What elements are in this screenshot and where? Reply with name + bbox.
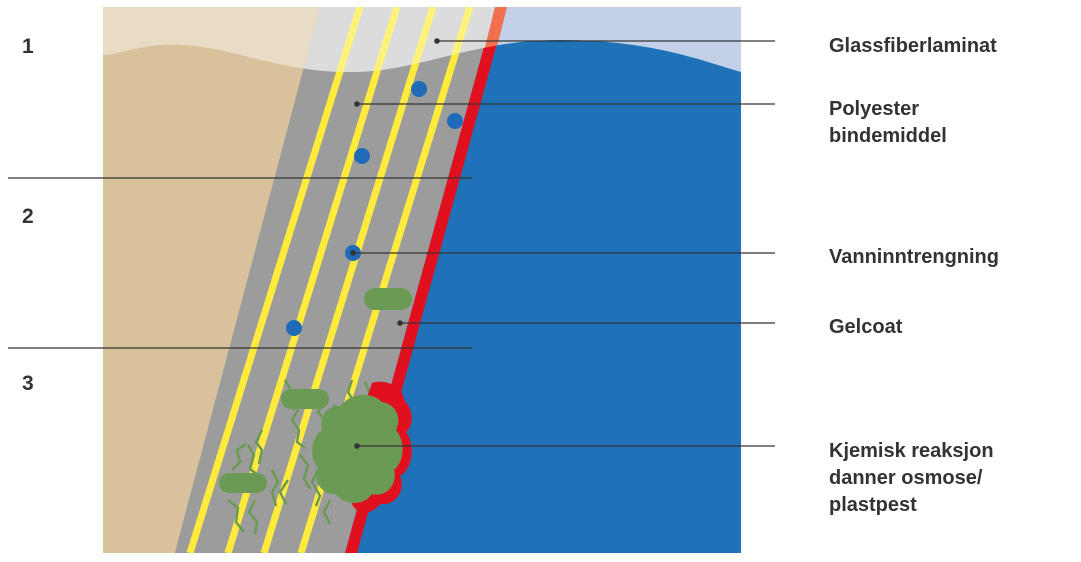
label-water-text: Vanninntrengning <box>829 246 999 268</box>
stage-number-1: 1 <box>22 35 34 58</box>
label-glassfiber: Glassfiberlaminat <box>829 33 997 60</box>
label-osmosis-line-1: Kjemisk reaksjon <box>829 440 994 462</box>
water-droplet <box>354 148 370 164</box>
label-gelcoat: Gelcoat <box>829 314 902 341</box>
water-droplets <box>286 81 463 336</box>
label-polyester: Polyester bindemiddel <box>829 96 947 150</box>
leader-dots <box>350 38 440 449</box>
stage-number-2: 2 <box>22 205 34 228</box>
label-osmosis-line-3: plastpest <box>829 494 917 516</box>
laminate-region <box>175 7 495 553</box>
label-glassfiber-text: Glassfiberlaminat <box>829 35 997 57</box>
water-droplet <box>286 320 302 336</box>
stage-number-3: 3 <box>22 372 34 395</box>
osmosis-blister <box>312 381 412 513</box>
resin-pocket <box>281 389 329 409</box>
label-water: Vanninntrengning <box>829 244 999 271</box>
water-droplet <box>447 113 463 129</box>
label-polyester-line-1: Polyester <box>829 98 920 120</box>
label-osmosis-line-2: danner osmose/ <box>829 467 983 489</box>
resin-pocket <box>219 473 267 493</box>
label-polyester-line-2: bindemiddel <box>829 125 947 147</box>
glass-fiber <box>260 7 437 553</box>
glass-fiber <box>224 7 401 553</box>
resin-pocket <box>364 288 412 310</box>
label-osmosis: Kjemisk reaksjon danner osmose/ plastpes… <box>829 438 994 519</box>
label-gelcoat-text: Gelcoat <box>829 316 903 338</box>
glass-fiber <box>186 7 364 553</box>
leader-lines <box>353 40 775 447</box>
water-droplet <box>411 81 427 97</box>
hull-region <box>103 7 320 553</box>
